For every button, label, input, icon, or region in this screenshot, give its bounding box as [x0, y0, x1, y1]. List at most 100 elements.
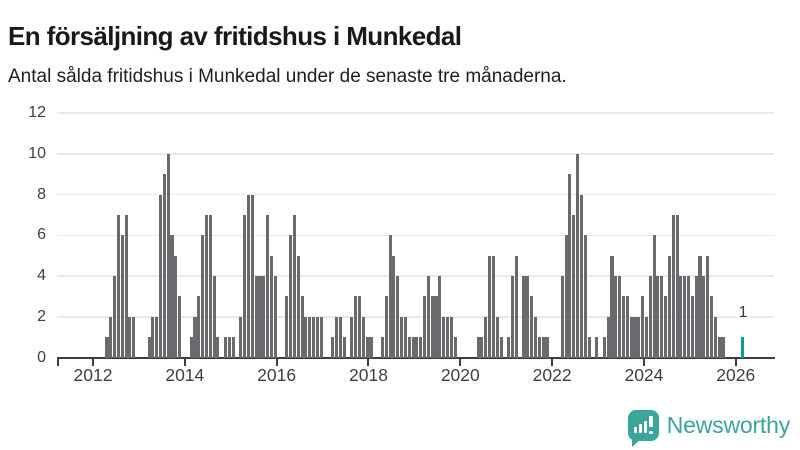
bar	[629, 316, 633, 358]
x-axis-tick-label: 2018	[349, 365, 388, 385]
bar	[511, 276, 515, 358]
bar	[644, 316, 648, 358]
bar	[312, 316, 316, 358]
bar	[652, 235, 656, 358]
bar	[530, 296, 534, 358]
bar	[335, 316, 339, 358]
bar	[380, 337, 385, 358]
bar	[392, 255, 396, 358]
y-axis-tick-label: 4	[37, 267, 46, 284]
bar	[243, 214, 247, 358]
bar	[618, 276, 622, 358]
bar	[671, 214, 675, 358]
y-axis-tick-label: 2	[37, 307, 46, 325]
bar	[507, 337, 511, 358]
bar	[667, 255, 671, 358]
bar	[453, 337, 457, 358]
x-axis-tick	[367, 359, 370, 366]
bar	[331, 337, 335, 358]
bar	[369, 337, 373, 358]
bar	[683, 276, 687, 358]
bar	[709, 296, 714, 358]
x-axis-tick	[92, 359, 94, 366]
bar	[289, 235, 293, 358]
bar	[292, 214, 297, 358]
bar	[583, 235, 587, 358]
bar	[174, 255, 178, 358]
bar	[595, 337, 599, 358]
x-axis-tick-label: 2012	[73, 365, 113, 385]
bar	[660, 276, 664, 358]
bar	[384, 296, 388, 358]
bar	[273, 276, 277, 358]
bar	[541, 337, 545, 358]
bar	[514, 255, 518, 358]
y-axis-tick-label: 8	[37, 185, 46, 203]
bar	[423, 296, 427, 358]
bar	[637, 316, 641, 358]
y-axis-tick-label: 6	[37, 226, 46, 244]
newsworthy-logo[interactable]: Newsworthy	[627, 410, 790, 447]
bar	[109, 316, 113, 358]
bar	[300, 296, 304, 358]
y-axis-tick-label: 10	[28, 144, 46, 162]
bar	[491, 255, 495, 358]
bar	[338, 316, 342, 358]
bar	[208, 214, 212, 358]
bar	[350, 316, 354, 358]
bar	[201, 235, 205, 358]
bar	[147, 337, 151, 358]
bar	[315, 316, 319, 358]
x-axis-tick-label: 2016	[257, 365, 297, 385]
x-axis-tick-label: 2014	[165, 365, 205, 385]
x-axis-tick-label: 2022	[532, 365, 572, 385]
x-axis-tick-label: 2020	[440, 365, 480, 385]
bar	[690, 296, 694, 358]
page-title: En försäljning av fritidshus i Munkedal	[8, 21, 462, 52]
bar	[641, 296, 645, 358]
bar	[564, 235, 568, 358]
speech-bubble-tail	[631, 439, 641, 447]
bar	[480, 337, 484, 358]
bar	[189, 337, 193, 358]
bar	[495, 316, 499, 358]
bar	[403, 316, 407, 358]
bar	[365, 337, 369, 358]
bar	[250, 194, 254, 358]
bar	[576, 153, 580, 358]
bar	[476, 337, 480, 358]
x-axis-tick	[183, 359, 186, 366]
y-axis-tick-label: 0	[37, 348, 46, 366]
y-axis-tick-label: 12	[28, 104, 46, 121]
bar	[606, 316, 610, 358]
bar	[633, 316, 637, 358]
bar	[419, 337, 423, 358]
bar	[698, 255, 702, 358]
x-axis-tick	[459, 359, 462, 366]
bar	[166, 153, 170, 358]
bar-chart-speech-bubble-icon	[627, 410, 659, 447]
bar	[204, 214, 209, 358]
bar	[537, 337, 541, 358]
bar	[247, 194, 251, 358]
bar	[155, 316, 159, 358]
bar	[648, 276, 652, 358]
bar	[442, 316, 446, 358]
bar	[224, 337, 228, 358]
bar	[587, 337, 591, 358]
bar	[679, 276, 683, 358]
bar	[396, 276, 400, 358]
x-axis-tick	[642, 359, 645, 366]
bar	[162, 174, 166, 358]
bar	[522, 276, 526, 358]
bar	[687, 276, 691, 358]
bar	[545, 337, 549, 358]
x-axis-tick	[734, 359, 737, 366]
bar	[388, 235, 392, 358]
bar	[526, 276, 530, 358]
bar	[702, 276, 706, 358]
bar	[445, 316, 450, 358]
bar	[258, 276, 262, 358]
bar	[572, 214, 576, 358]
